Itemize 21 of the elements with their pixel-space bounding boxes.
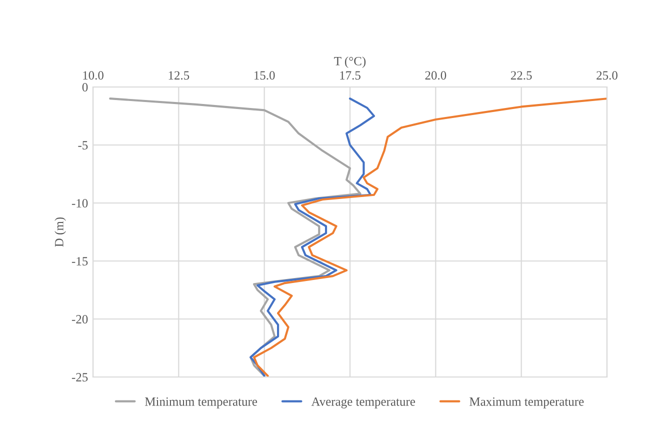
x-axis-title: T (°C) — [334, 56, 366, 68]
x-tick-label: 15.0 — [254, 71, 275, 80]
legend-label: Average temperature — [311, 397, 416, 408]
x-tick-label: 12.5 — [168, 71, 190, 80]
legend-label: Maximum temperature — [470, 397, 584, 408]
y-tick-label: -5 — [78, 141, 88, 150]
x-tick-label: 17.5 — [340, 71, 360, 80]
line-series — [253, 98, 607, 377]
y-tick-label: -20 — [72, 315, 88, 324]
y-tick-label: -25 — [72, 373, 88, 382]
y-tick-label: -15 — [72, 257, 88, 266]
line-series — [109, 98, 362, 377]
legend-label: Minimum temperature — [145, 397, 258, 408]
x-tick-label: 20.0 — [425, 71, 446, 80]
x-tick-label: 10.0 — [83, 71, 104, 80]
y-tick-label: -10 — [72, 199, 88, 208]
x-tick-label: 22.5 — [510, 71, 532, 80]
y-axis-title: D (m) — [54, 217, 66, 247]
y-tick-label: 0 — [82, 83, 88, 92]
line-series — [250, 98, 376, 377]
x-tick-label: 25.0 — [596, 71, 618, 80]
